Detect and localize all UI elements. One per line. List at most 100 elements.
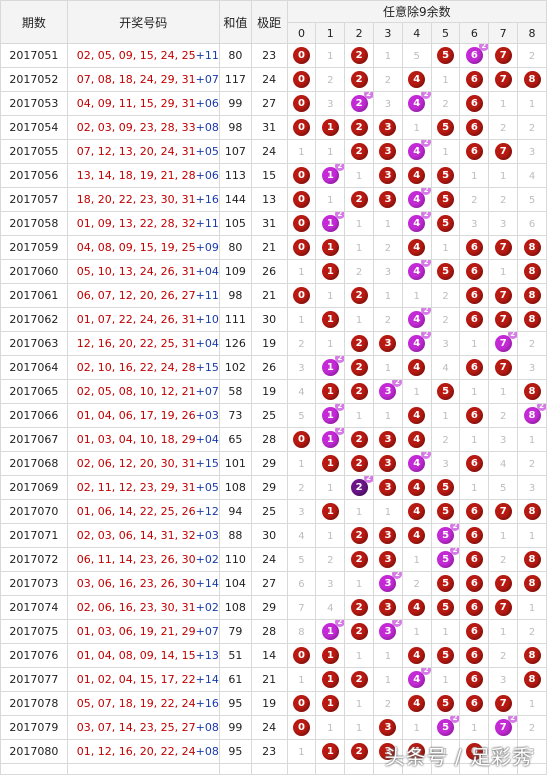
miss-count: 7 (298, 603, 305, 614)
red-numbers: 02, 05, 09, 15, 24, 25 (76, 49, 196, 62)
hit-ball: 7 (494, 695, 512, 712)
period-cell: 2017071 (0, 523, 68, 548)
table-row: 2017064 02, 10, 16, 22, 24, 28+15 102 26 3 1 2… (0, 355, 547, 380)
residue-cell-8: 8 (517, 259, 547, 284)
span-cell: 27 (250, 91, 288, 116)
span-cell: 27 (250, 571, 288, 596)
miss-count: 1 (355, 507, 363, 518)
blue-number: +10 (195, 313, 219, 326)
table-row: 2017070 01, 06, 14, 22, 25, 26+12 94 25 3 1 1 1… (0, 499, 547, 524)
blue-number: +16 (195, 697, 219, 710)
red-numbers: 01, 09, 13, 22, 28, 32 (76, 217, 196, 230)
residue-cell-6: 6 (459, 523, 490, 548)
hit-ball: 6 (465, 407, 483, 424)
table-row: 2017080 01, 12, 16, 20, 22, 24+08 95 23 1 1 2 3… (0, 739, 547, 764)
hit-ball: 2 (350, 599, 368, 616)
miss-count: 1 (298, 147, 305, 158)
hit-ball: 4 (408, 599, 426, 616)
sum-cell: 95 (218, 691, 252, 716)
blue-number: +04 (195, 265, 219, 278)
hit-ball: 7 (494, 311, 512, 328)
sum-cell: 117 (218, 67, 252, 92)
span-cell: 29 (250, 451, 288, 476)
draw-numbers-cell: 01, 04, 06, 17, 19, 26+03 (66, 403, 220, 428)
empty-cell (344, 763, 375, 775)
blue-number: +14 (195, 577, 219, 590)
period-cell: 2017060 (0, 259, 68, 284)
residue-cell-7: 2 (488, 643, 519, 668)
sum-cell: 51 (218, 643, 252, 668)
residue-cell-2: 2 (344, 595, 375, 620)
sum-cell: 73 (218, 403, 252, 428)
miss-count: 1 (327, 483, 334, 494)
hit-ball: 7 (494, 599, 512, 616)
miss-count: 2 (442, 435, 449, 446)
blue-number: +11 (195, 217, 219, 230)
residue-cell-8: 6 (517, 211, 547, 236)
miss-count: 3 (528, 483, 536, 494)
miss-count: 2 (384, 315, 392, 326)
residue-cell-3: 3 (373, 115, 403, 140)
residue-cell-3: 3 (373, 427, 403, 452)
residue-cell-3: 3 (373, 451, 403, 476)
miss-count: 1 (471, 483, 478, 494)
empty-cell (488, 763, 519, 775)
miss-count: 1 (471, 171, 478, 182)
draw-numbers-cell: 04, 09, 11, 15, 29, 31+06 (66, 91, 220, 116)
miss-count: 5 (413, 51, 420, 62)
residue-cell-2: 1 (344, 571, 375, 596)
repeat-badge: 2 (450, 548, 459, 555)
residue-cell-7: 7 (488, 499, 519, 524)
miss-count: 6 (298, 579, 305, 590)
header-draw-numbers: 开奖号码 (66, 0, 220, 44)
draw-numbers-cell: 02, 05, 08, 10, 12, 21+07 (66, 379, 220, 404)
residue-cell-1: 1 (315, 739, 346, 764)
miss-count: 4 (298, 387, 305, 398)
residue-cell-7: 7 (488, 139, 519, 164)
hit-ball: 4 (408, 71, 426, 88)
table-row: 2017067 01, 03, 04, 10, 18, 29+04 65 28 0 1 2 2… (0, 427, 547, 452)
residue-cell-3: 2 (373, 691, 403, 716)
miss-count: 3 (528, 747, 536, 758)
miss-count: 1 (298, 747, 305, 758)
red-numbers: 01, 04, 06, 17, 19, 26 (76, 409, 196, 422)
miss-count: 2 (384, 699, 392, 710)
miss-count: 2 (384, 75, 392, 86)
period-cell: 2017080 (0, 739, 68, 764)
residue-cell-2: 1 (344, 691, 375, 716)
draw-numbers-cell: 02, 06, 12, 20, 30, 31+15 (66, 451, 220, 476)
hit-ball: 6 (465, 551, 483, 568)
residue-cell-0: 5 (286, 547, 317, 572)
residue-cell-1: 1 (315, 475, 346, 500)
residue-cell-5: 5 (430, 571, 461, 596)
empty-cell (286, 763, 317, 775)
table-row: 2017075 01, 03, 06, 19, 21, 29+07 79 28 8 1 2 2… (0, 619, 547, 644)
residue-cell-1: 1 (315, 307, 346, 332)
hit-ball: 8 (523, 647, 541, 664)
residue-cell-0: 0 (286, 115, 317, 140)
hit-ball: 6 (465, 119, 483, 136)
hit-ball: 5 (437, 215, 455, 232)
hit-ball: 1 (321, 383, 339, 400)
residue-cell-3: 1 (373, 283, 403, 308)
residue-cell-1: 2 (315, 67, 346, 92)
red-numbers: 07, 12, 13, 20, 24, 31 (76, 145, 196, 158)
hit-ball: 0 (292, 47, 310, 64)
span-cell: 25 (250, 499, 288, 524)
miss-count: 1 (355, 411, 363, 422)
residue-cell-5: 5 (430, 43, 461, 68)
miss-count: 5 (528, 195, 536, 206)
hit-ball: 0 (292, 95, 310, 112)
residue-cell-7: 7 (488, 67, 519, 92)
hit-ball: 2 (350, 623, 368, 640)
residue-cell-8: 2 (517, 115, 547, 140)
miss-count: 1 (355, 315, 363, 326)
miss-count: 3 (327, 579, 334, 590)
residue-cell-1: 4 (315, 595, 346, 620)
miss-count: 1 (499, 627, 507, 638)
